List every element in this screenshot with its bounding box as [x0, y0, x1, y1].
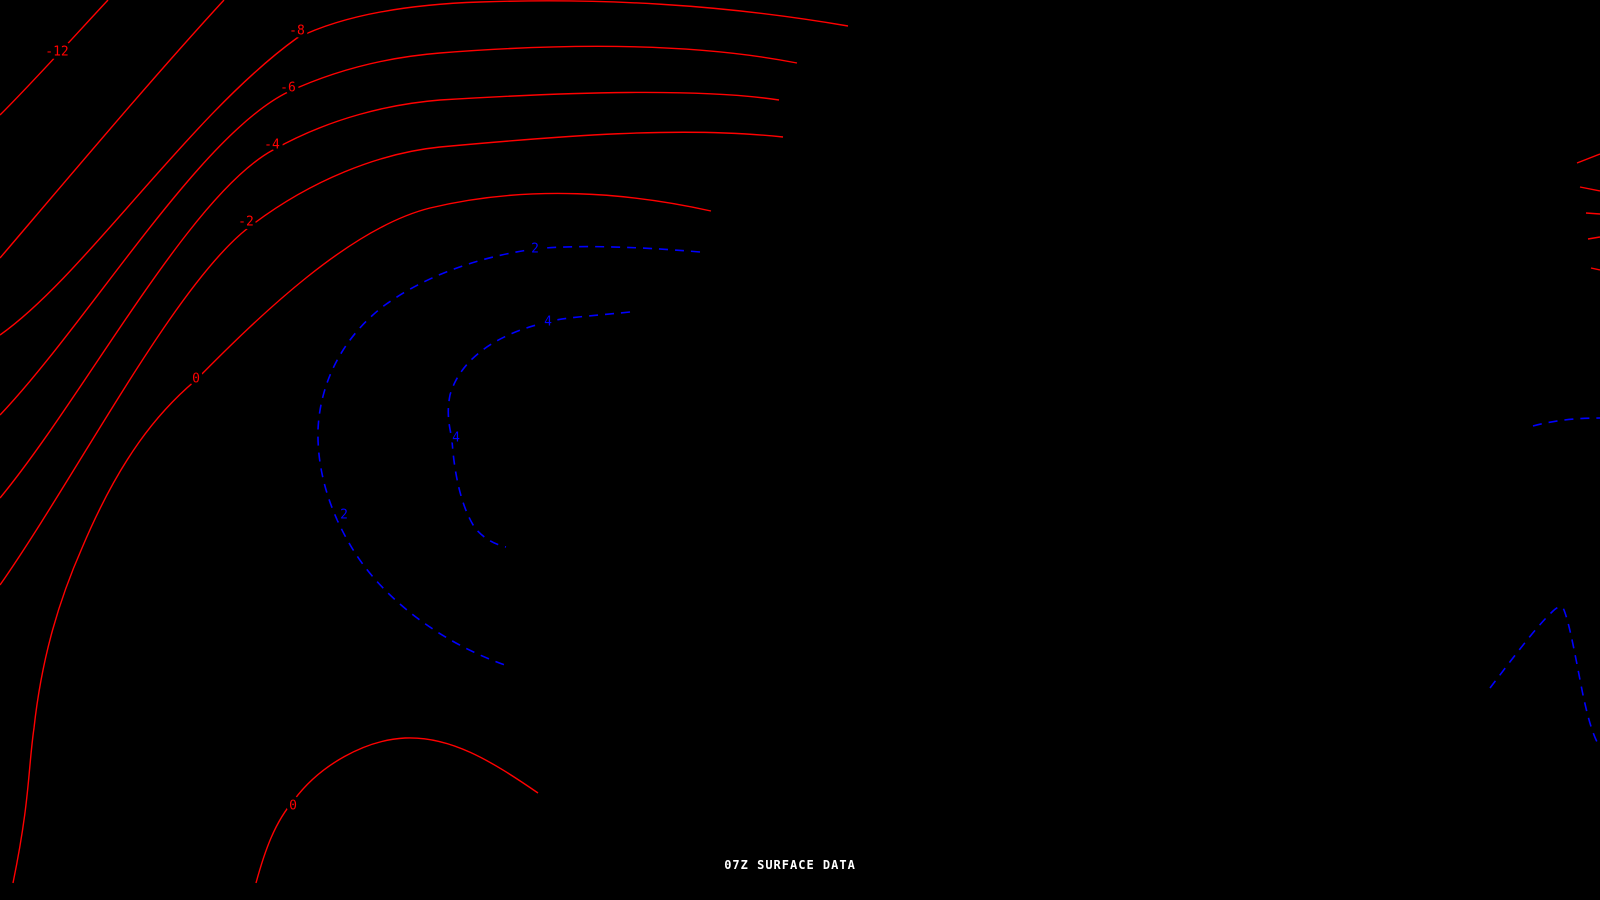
contour-label--4: -4: [264, 138, 280, 153]
contour-line-level--10: [0, 0, 225, 259]
contour-label--6: -6: [280, 81, 296, 96]
contour-line-level--12: [1585, 212, 1600, 215]
contour-label-2: 2: [340, 508, 348, 523]
contour-line-level--2: [0, 131, 784, 586]
contour-line-level-2: [317, 245, 701, 666]
contour-label-0: 0: [192, 372, 200, 387]
contour-line-level--10: [1579, 186, 1600, 192]
contour-line-level-0: [12, 192, 712, 884]
contour-label--2: -2: [238, 215, 254, 230]
contour-line-level--6: [0, 45, 798, 416]
contour-line-level--8: [1576, 153, 1600, 164]
contour-line-level-0: [255, 737, 539, 884]
contour-line-level-2: [1489, 606, 1599, 745]
contour-line-level--4: [0, 91, 780, 499]
contour-line-level--8: [0, 0, 849, 336]
chart-title: 07Z SURFACE DATA: [724, 858, 856, 872]
contour-label--12: -12: [45, 45, 68, 60]
contour-line-level--14: [1587, 236, 1600, 240]
contour-label-4: 4: [544, 315, 552, 330]
contour-line-level--16: [1590, 267, 1600, 271]
contour-line-level-4: [447, 311, 631, 548]
contour-label-0: 0: [289, 799, 297, 814]
contour-line-level-2: [1532, 417, 1600, 427]
contour-label-4: 4: [452, 431, 460, 446]
contour-label--8: -8: [289, 24, 305, 39]
contour-label-2: 2: [531, 242, 539, 257]
contour-line-level--12: [0, 0, 109, 116]
